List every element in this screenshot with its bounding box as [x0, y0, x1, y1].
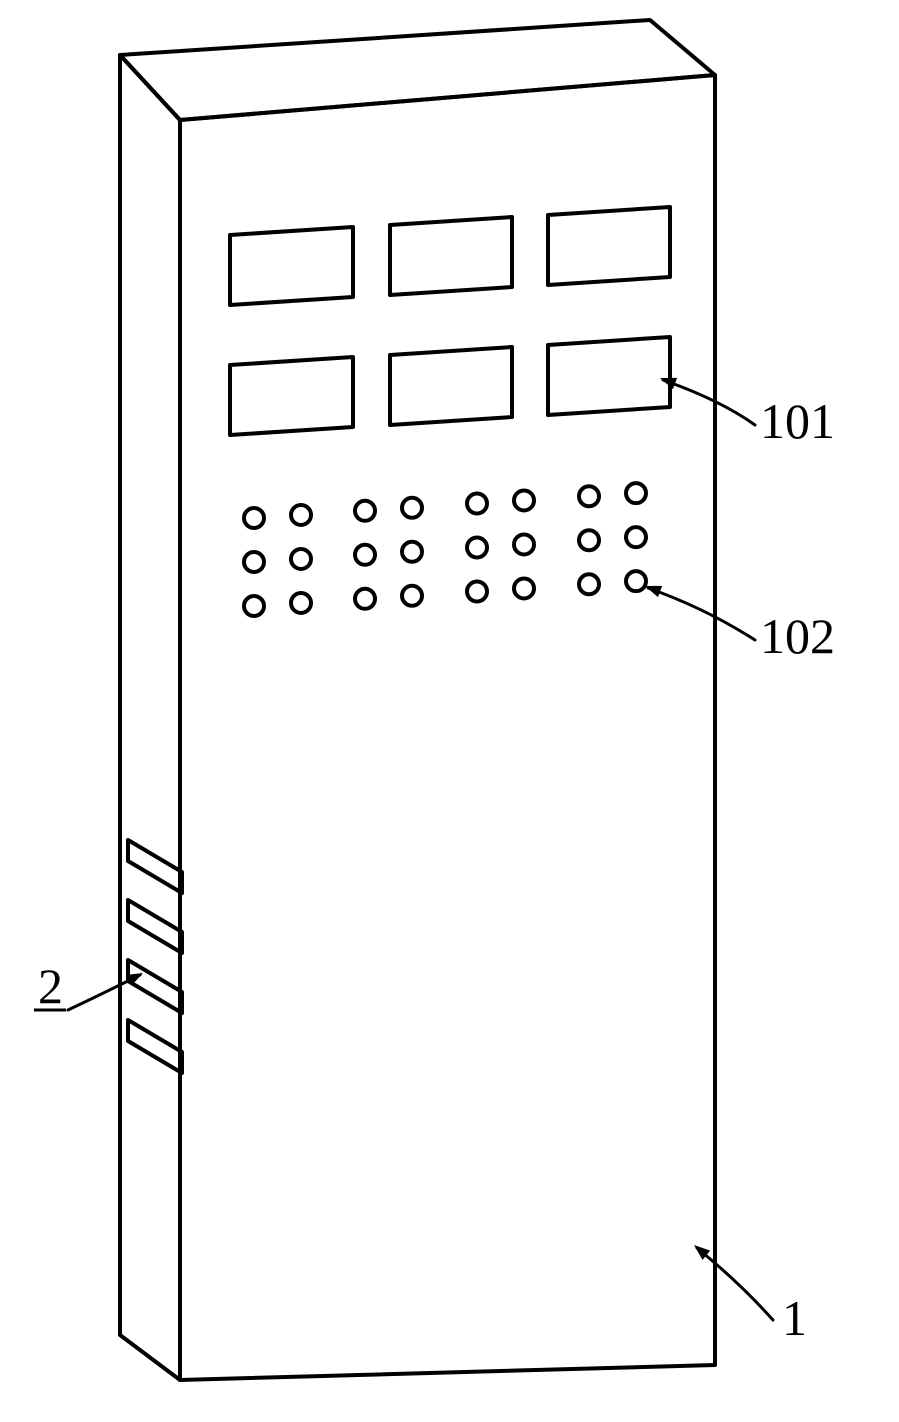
panel-button: [467, 538, 487, 558]
panel-button: [244, 552, 264, 572]
vent-slot: [128, 900, 182, 953]
panel-button: [291, 505, 311, 525]
panel-button: [355, 589, 375, 609]
leader-arrowhead: [645, 586, 662, 597]
vent-slot: [128, 1020, 182, 1073]
callout-label: 101: [760, 393, 835, 449]
cabinet-front: [180, 75, 715, 1380]
panel-button: [626, 527, 646, 547]
display-panel: [548, 207, 670, 285]
vent-slot: [128, 840, 182, 893]
leader-line: [697, 1248, 773, 1320]
panel-button: [244, 508, 264, 528]
cabinet-top: [120, 20, 715, 120]
callout-label: 2: [38, 958, 63, 1014]
panel-button: [579, 530, 599, 550]
display-panel: [390, 347, 512, 425]
panel-button: [244, 596, 264, 616]
display-panel: [230, 357, 353, 435]
leader-line: [663, 380, 755, 425]
panel-button: [514, 534, 534, 554]
panel-button: [402, 542, 422, 562]
panel-button: [402, 586, 422, 606]
panel-button: [355, 501, 375, 521]
callout-1: 1: [694, 1245, 807, 1346]
panel-button: [467, 494, 487, 514]
panel-button: [579, 574, 599, 594]
callout-label: 102: [760, 608, 835, 664]
panel-button: [291, 593, 311, 613]
panel-button: [514, 578, 534, 598]
callout-101: 101: [660, 378, 835, 449]
panel-button: [291, 549, 311, 569]
vent-slot: [128, 960, 182, 1013]
callout-102: 102: [645, 586, 835, 664]
panel-button: [355, 545, 375, 565]
display-panel: [548, 337, 670, 415]
panel-button: [402, 498, 422, 518]
panel-button: [626, 483, 646, 503]
display-panel: [230, 227, 353, 305]
panel-button: [579, 486, 599, 506]
display-panel: [390, 217, 512, 295]
panel-button: [626, 571, 646, 591]
callout-label: 1: [782, 1290, 807, 1346]
panel-button: [514, 490, 534, 510]
cabinet-side: [120, 55, 180, 1380]
panel-button: [467, 582, 487, 602]
leader-line: [648, 588, 755, 640]
